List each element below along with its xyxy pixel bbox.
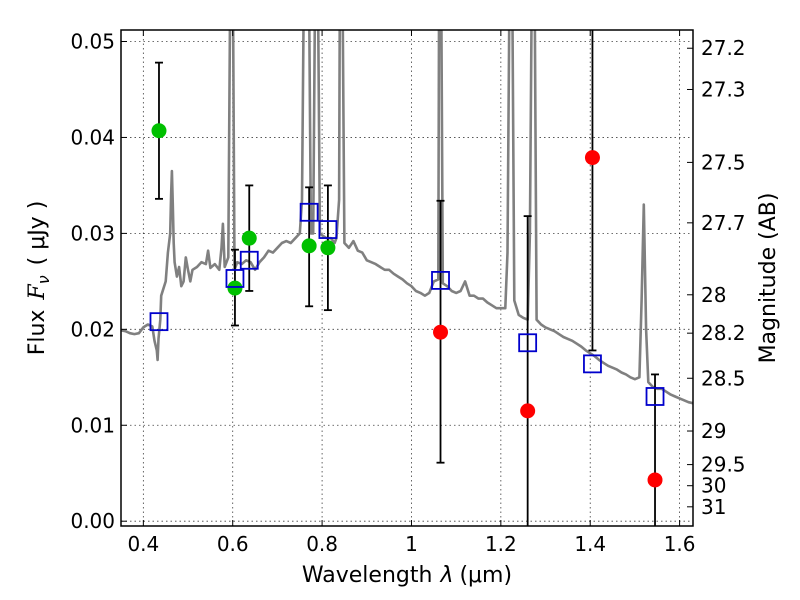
x-tick-label: 1.6 — [664, 532, 696, 556]
x-tick-label: 0.8 — [306, 532, 338, 556]
x-axis-label-symbol: λ — [439, 563, 453, 588]
y-tick-label: 0.03 — [70, 221, 115, 245]
x-tick-label: 0.4 — [127, 532, 159, 556]
spectrum-line — [121, 30, 693, 405]
x-axis-ticks: 0.4 0.6 0.8 1 1.2 1.4 1.6 — [127, 30, 696, 556]
y-axis-label-unit: ( μJy ) — [25, 201, 50, 266]
model-square-marker — [239, 250, 259, 270]
x-axis-label-unit: (μm) — [459, 563, 512, 588]
y-tick-label: 0.02 — [70, 317, 115, 341]
x-tick-label: 1.4 — [574, 532, 606, 556]
red-data-point — [520, 403, 536, 419]
x-tick-label: 1 — [405, 532, 418, 556]
right-tick-label: 31 — [701, 495, 726, 519]
model-square-marker — [299, 202, 319, 222]
green-data-point — [320, 240, 336, 256]
x-axis-label: Wavelength λ (μm) — [302, 563, 512, 588]
y-tick-label: 0.04 — [70, 125, 115, 149]
x-tick-label: 1.2 — [485, 532, 517, 556]
plot-frame — [120, 29, 694, 527]
green-data-point — [241, 230, 257, 246]
model-square-marker — [583, 354, 602, 374]
data-markers — [149, 123, 665, 488]
model-square-marker — [149, 312, 169, 332]
red-data-point — [584, 150, 600, 166]
y-tick-label: 0.00 — [70, 509, 115, 533]
y-tick-label: 0.01 — [70, 413, 115, 437]
model-square-marker — [431, 270, 450, 290]
right-tick-label: 28.2 — [701, 321, 746, 345]
model-square-marker — [645, 387, 665, 406]
y-axis-label-prefix: Flux — [25, 310, 50, 356]
right-tick-label: 28 — [701, 283, 726, 307]
green-data-point — [227, 280, 243, 296]
red-data-point — [647, 472, 663, 488]
right-axis-label: Magnitude (AB) — [756, 193, 781, 364]
right-tick-label: 29.5 — [701, 453, 746, 477]
y-axis-label: Flux Fν ( μJy ) — [25, 201, 53, 356]
right-tick-label: 29 — [701, 419, 726, 443]
model-square-marker — [318, 220, 338, 239]
y-axis-label-symbol: F — [25, 284, 50, 301]
x-tick-label: 0.6 — [217, 532, 249, 556]
green-data-point — [151, 123, 167, 139]
x-axis-label-prefix: Wavelength — [302, 563, 433, 588]
green-data-point — [301, 238, 317, 254]
grid-lines — [121, 30, 693, 526]
right-tick-label: 27.7 — [701, 211, 746, 235]
y-axis-label-subscript: ν — [34, 275, 53, 284]
model-square-marker — [518, 333, 538, 353]
y-tick-label: 0.05 — [70, 30, 115, 54]
right-tick-label: 27.5 — [701, 150, 746, 174]
y-axis-ticks: 0.00 0.01 0.02 0.03 0.04 0.05 — [70, 30, 127, 533]
model-spectrum — [121, 30, 693, 405]
right-tick-label: 28.5 — [701, 366, 746, 390]
model-square-marker — [225, 269, 245, 288]
right-tick-label: 27.3 — [701, 77, 746, 101]
right-tick-label: 30 — [701, 474, 726, 498]
right-tick-label: 27.2 — [701, 36, 746, 60]
red-data-point — [433, 324, 449, 340]
